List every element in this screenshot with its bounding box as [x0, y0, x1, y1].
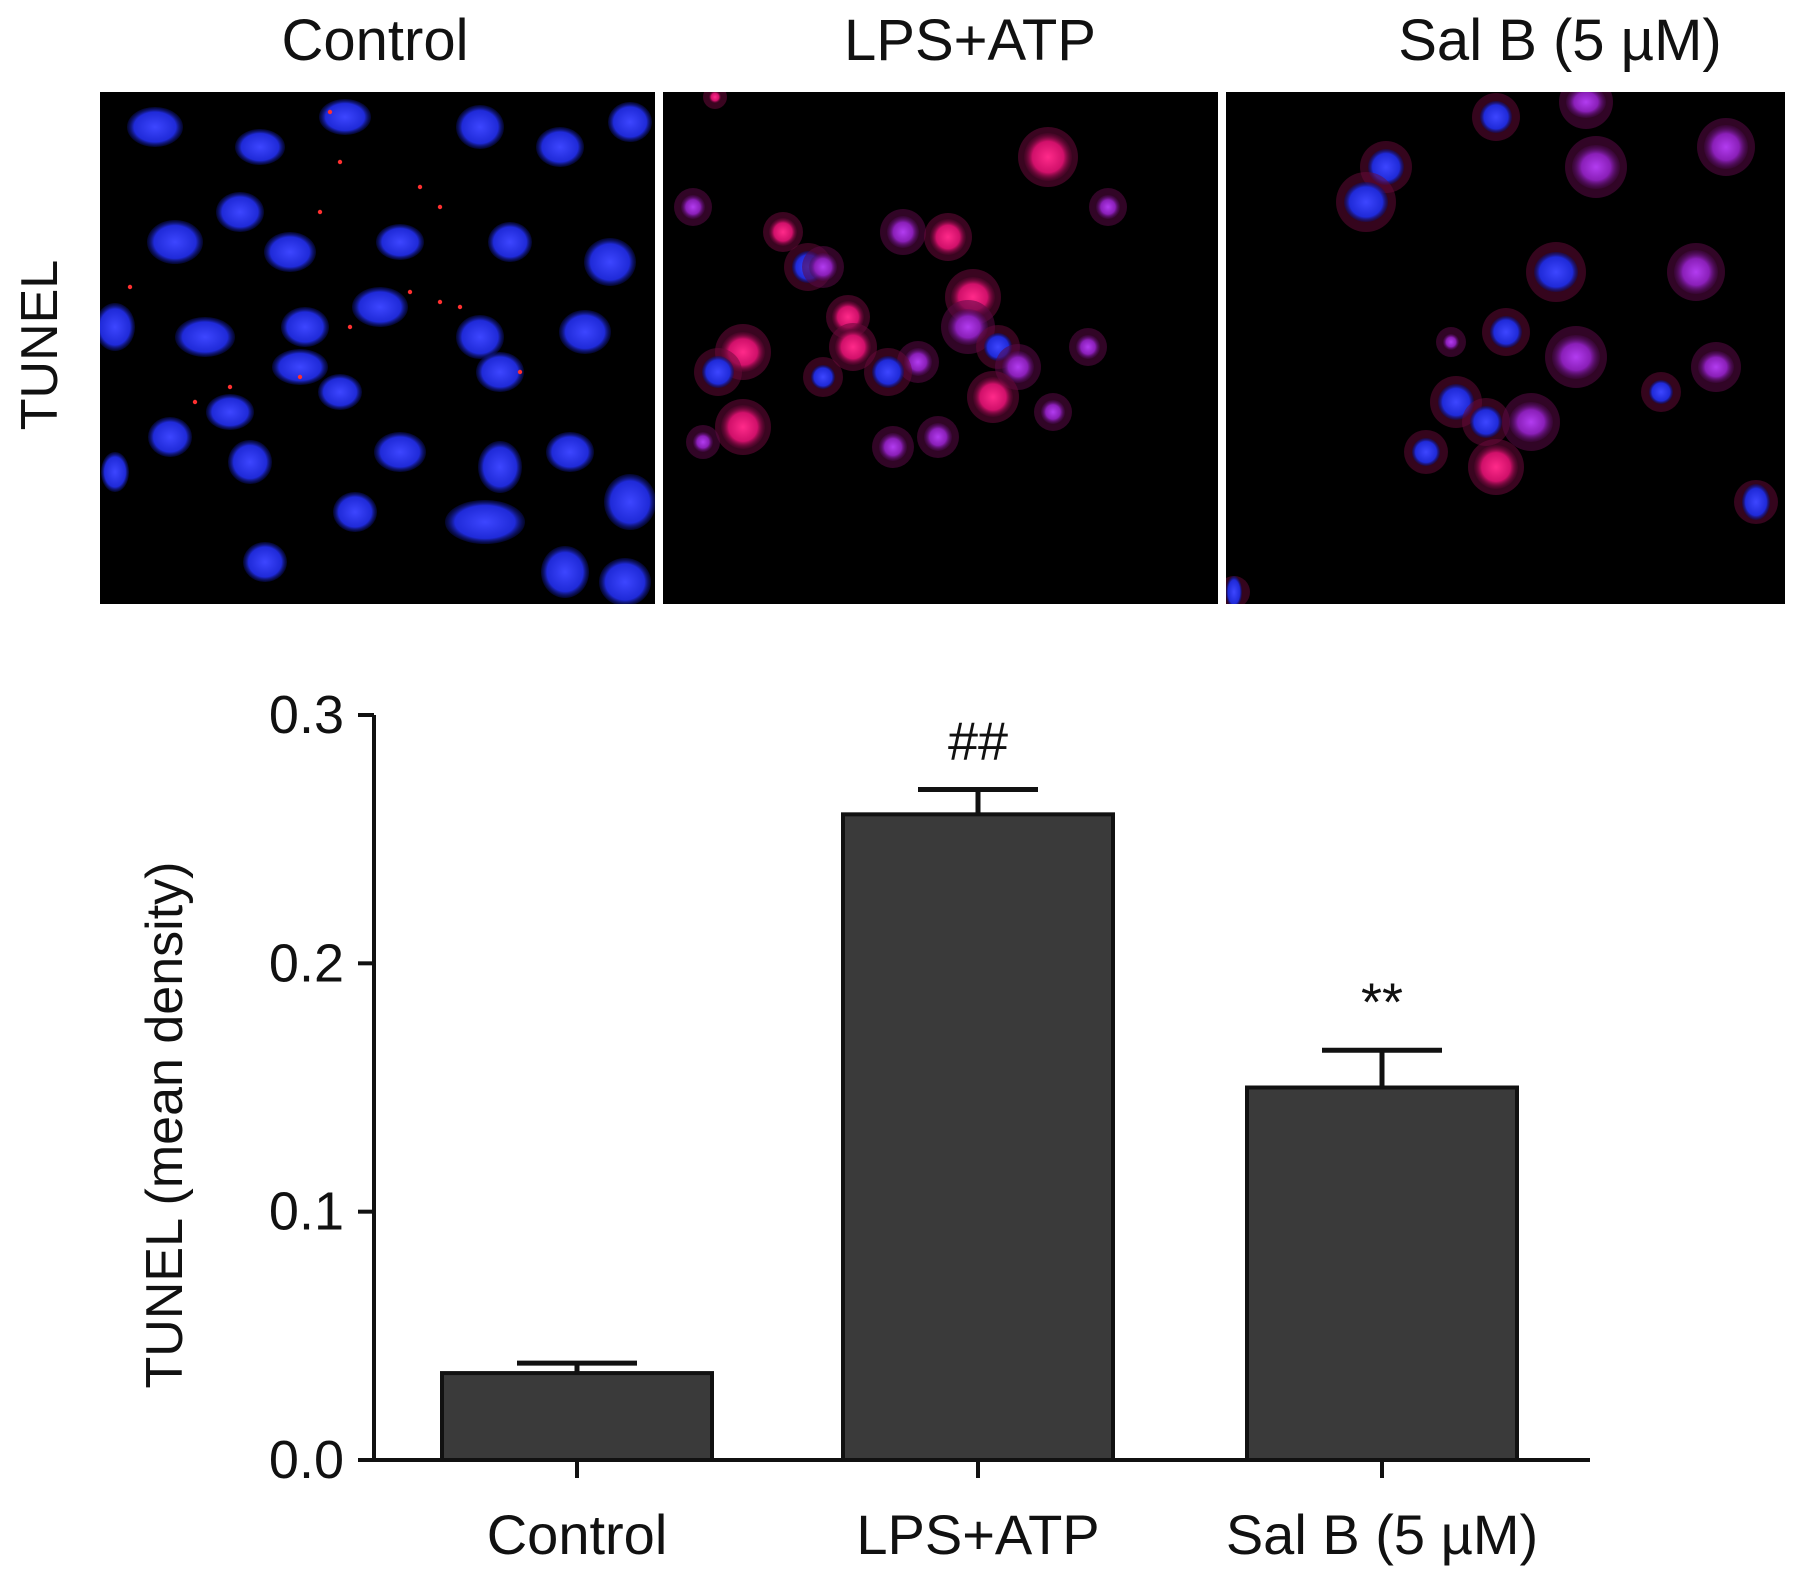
x-tick-label: Control — [487, 1503, 668, 1566]
bar — [1245, 1085, 1519, 1462]
x-tick-label: LPS+ATP — [856, 1503, 1099, 1566]
y-tick-label: 0.1 — [269, 1182, 344, 1242]
x-axis: Control LPS+ATP Sal B (5 µM) — [374, 1458, 1590, 1566]
y-axis-label: TUNEL (mean density) — [136, 862, 194, 1389]
many-red-magenta-cells — [674, 92, 1127, 468]
panel-header-control: Control — [281, 8, 469, 73]
bars: ## ** — [440, 712, 1519, 1463]
significance-marker: ** — [1361, 972, 1403, 1032]
y-tick-label: 0.0 — [269, 1430, 344, 1490]
significance-marker: ## — [948, 712, 1008, 772]
tunel-bar-chart: 0.00.10.20.3 Control LPS+ATP Sal B (5 µM) … — [136, 685, 1590, 1566]
panel-header-salb: Sal B (5 µM) — [1398, 8, 1722, 73]
error-bar — [1322, 1047, 1442, 1088]
micrograph-control — [100, 92, 655, 604]
x-tick-label: Sal B (5 µM) — [1226, 1503, 1538, 1566]
panel-header-lps-atp: LPS+ATP — [844, 8, 1096, 73]
mixed-blue-and-magenta-cells — [1226, 92, 1778, 604]
row-label-tunel: TUNEL — [11, 259, 69, 431]
y-tick-label: 0.2 — [269, 933, 344, 993]
blue-nuclei-few-red-specks — [100, 99, 655, 604]
error-bar — [517, 1360, 637, 1374]
micrograph-salb — [1226, 92, 1785, 604]
y-tick-label: 0.3 — [269, 685, 344, 745]
y-axis: 0.0 0.1 0.2 0.3 — [269, 685, 376, 1490]
bar — [841, 812, 1115, 1463]
error-bar — [918, 787, 1038, 815]
bar — [440, 1371, 714, 1462]
micrograph-lps-atp — [663, 92, 1218, 604]
